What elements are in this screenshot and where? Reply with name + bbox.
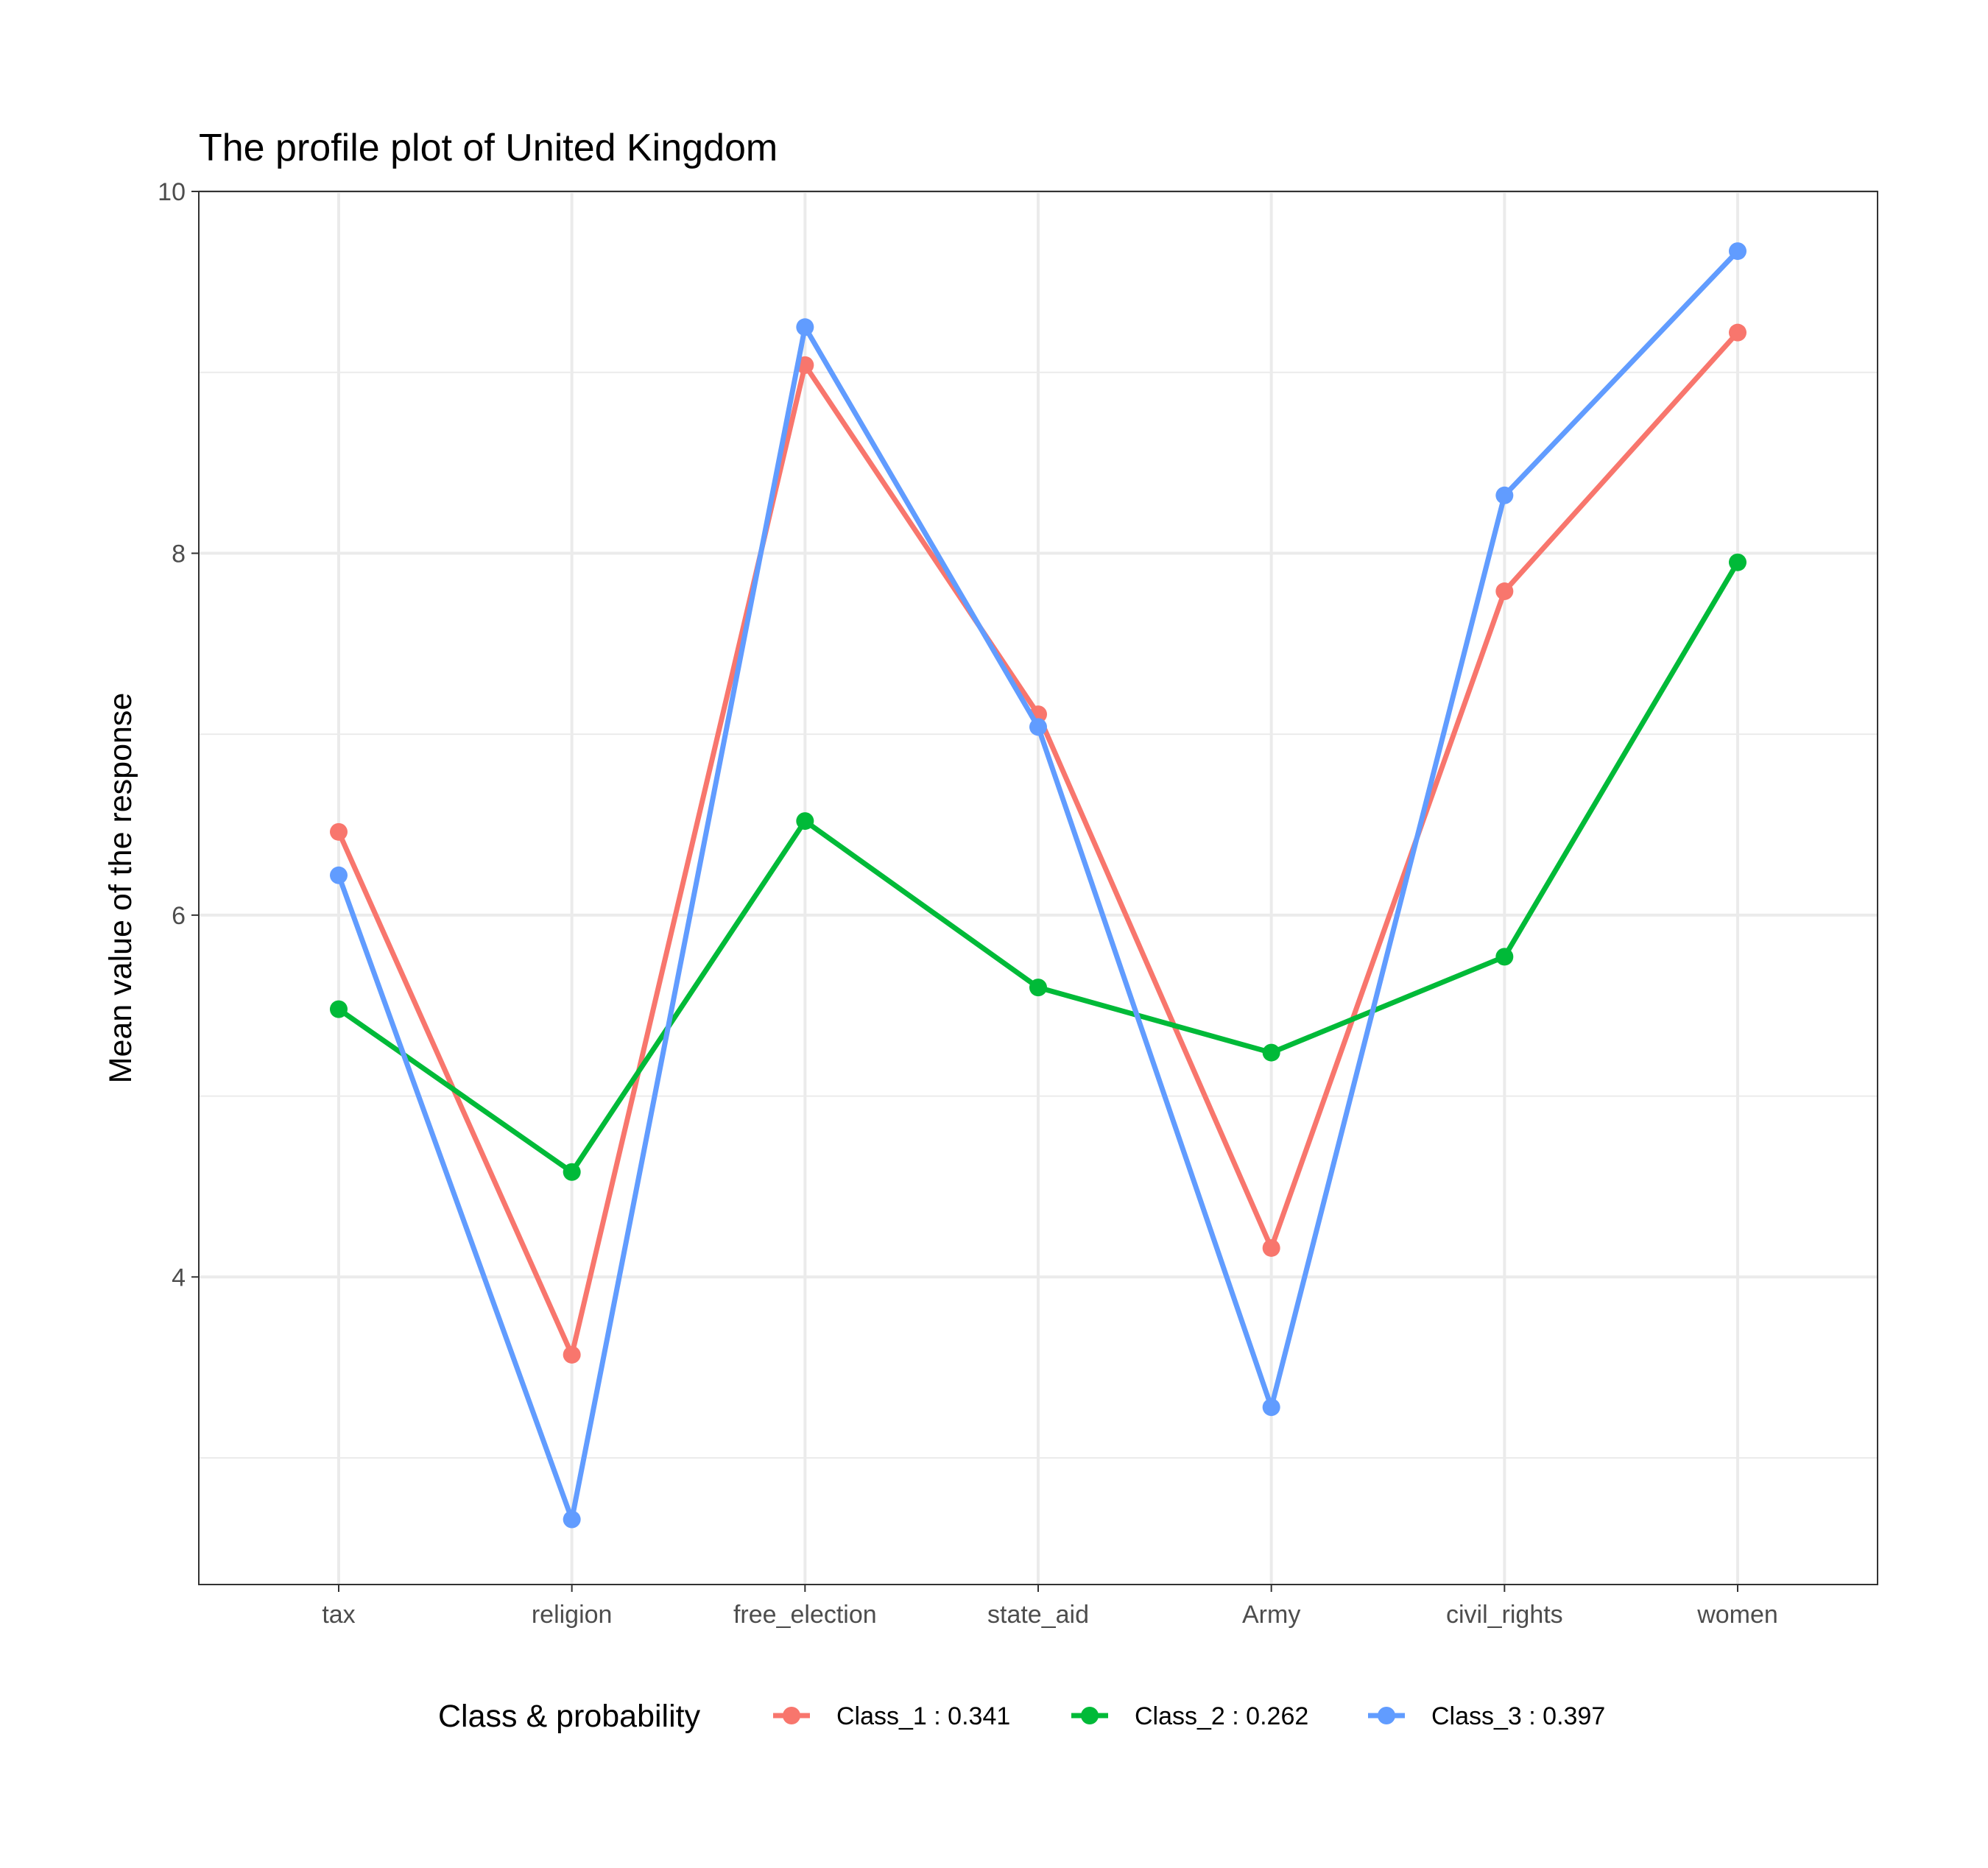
data-point [796, 318, 814, 336]
legend-label: Class_3 : 0.397 [1431, 1702, 1605, 1730]
data-point [1495, 486, 1514, 504]
chart-title: The profile plot of United Kingdom [199, 127, 778, 169]
data-point [1495, 948, 1514, 966]
legend: Class & probability Class_1 : 0.341 Class… [438, 1699, 1605, 1734]
data-point [1729, 242, 1746, 261]
data-point [330, 822, 348, 841]
data-point [1029, 718, 1047, 736]
y-tick-label: 4 [172, 1263, 186, 1291]
data-point [330, 866, 348, 884]
data-point [1729, 323, 1746, 342]
x-tick-label: state_aid [987, 1601, 1089, 1629]
data-point [330, 1000, 348, 1018]
y-axis-title: Mean value of the response [103, 693, 138, 1084]
legend-key-point [783, 1707, 800, 1724]
legend-item: Class_3 : 0.397 [1368, 1702, 1605, 1730]
data-point [1262, 1043, 1280, 1062]
y-tick-label: 10 [158, 178, 186, 206]
data-point [563, 1163, 581, 1181]
series-lines [330, 242, 1746, 1529]
axes: 4 6 8 10 tax religion free_election state_aid Ar… [158, 178, 1778, 1629]
x-tick-label: tax [322, 1601, 355, 1629]
legend-key-point [1081, 1707, 1099, 1724]
series-2 [330, 553, 1746, 1181]
x-tick-label: free_election [733, 1601, 877, 1629]
legend-title: Class & probability [438, 1699, 701, 1734]
x-tick-label: women [1696, 1601, 1778, 1629]
data-point [1495, 582, 1514, 601]
legend-label: Class_2 : 0.262 [1135, 1702, 1308, 1730]
data-point [1262, 1398, 1280, 1417]
grid [199, 190, 1878, 1585]
legend-item: Class_1 : 0.341 [773, 1702, 1010, 1730]
y-tick-label: 8 [172, 540, 186, 568]
x-tick-label: civil_rights [1446, 1601, 1563, 1629]
data-point [563, 1510, 581, 1529]
data-point [1729, 553, 1746, 571]
y-tick-label: 6 [172, 902, 186, 930]
series-1 [330, 323, 1746, 1364]
x-tick-label: Army [1242, 1601, 1300, 1629]
series-3 [330, 242, 1746, 1529]
data-point [796, 812, 814, 831]
legend-key-point [1378, 1707, 1395, 1724]
data-point [563, 1345, 581, 1364]
data-point [1262, 1238, 1280, 1257]
data-point [1029, 979, 1047, 997]
x-tick-label: religion [532, 1601, 613, 1629]
legend-item: Class_2 : 0.262 [1071, 1702, 1308, 1730]
legend-label: Class_1 : 0.341 [836, 1702, 1010, 1730]
